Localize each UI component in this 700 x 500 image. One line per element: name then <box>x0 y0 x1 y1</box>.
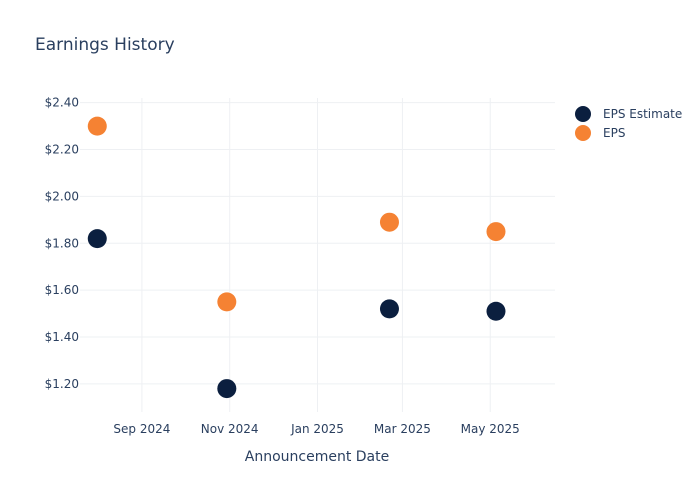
grid-layer <box>80 98 555 412</box>
legend-item[interactable]: EPS <box>575 125 625 141</box>
eps-estimate-point[interactable] <box>379 299 399 319</box>
x-tick-label: Mar 2025 <box>374 422 431 436</box>
y-tick-label: $1.60 <box>45 283 79 297</box>
legend-item[interactable]: EPS Estimate <box>575 106 682 122</box>
chart-title: Earnings History <box>35 35 175 55</box>
y-tick-label: $1.20 <box>45 377 79 391</box>
x-tick-label: May 2025 <box>461 422 520 436</box>
x-tick-label: Sep 2024 <box>113 422 170 436</box>
eps-estimate-point[interactable] <box>217 379 237 399</box>
y-tick-label: $1.40 <box>45 330 79 344</box>
y-tick-label: $2.40 <box>45 96 79 110</box>
y-tick-label: $2.20 <box>45 143 79 157</box>
eps-point[interactable] <box>87 116 107 136</box>
legend-marker <box>575 106 591 122</box>
eps-point[interactable] <box>379 212 399 232</box>
y-tick-label: $1.80 <box>45 236 79 250</box>
legend-label: EPS Estimate <box>603 107 682 121</box>
eps-point[interactable] <box>486 222 506 242</box>
legend-label: EPS <box>603 126 625 140</box>
y-tick-labels: $1.20 $1.40 $1.60 $1.80 $2.00 $2.20 $2.40 <box>45 96 79 391</box>
x-axis-title: Announcement Date <box>245 449 389 465</box>
eps-estimate-point[interactable] <box>87 229 107 249</box>
x-tick-label: Jan 2025 <box>290 422 344 436</box>
legend[interactable]: EPS Estimate EPS <box>575 106 682 141</box>
legend-marker <box>575 125 591 141</box>
data-points <box>87 116 506 399</box>
eps-estimate-point[interactable] <box>486 301 506 321</box>
y-tick-label: $2.00 <box>45 189 79 203</box>
eps-point[interactable] <box>217 292 237 312</box>
x-tick-label: Nov 2024 <box>201 422 259 436</box>
x-tick-labels: Sep 2024 Nov 2024 Jan 2025 Mar 2025 May 2025 <box>113 422 519 436</box>
